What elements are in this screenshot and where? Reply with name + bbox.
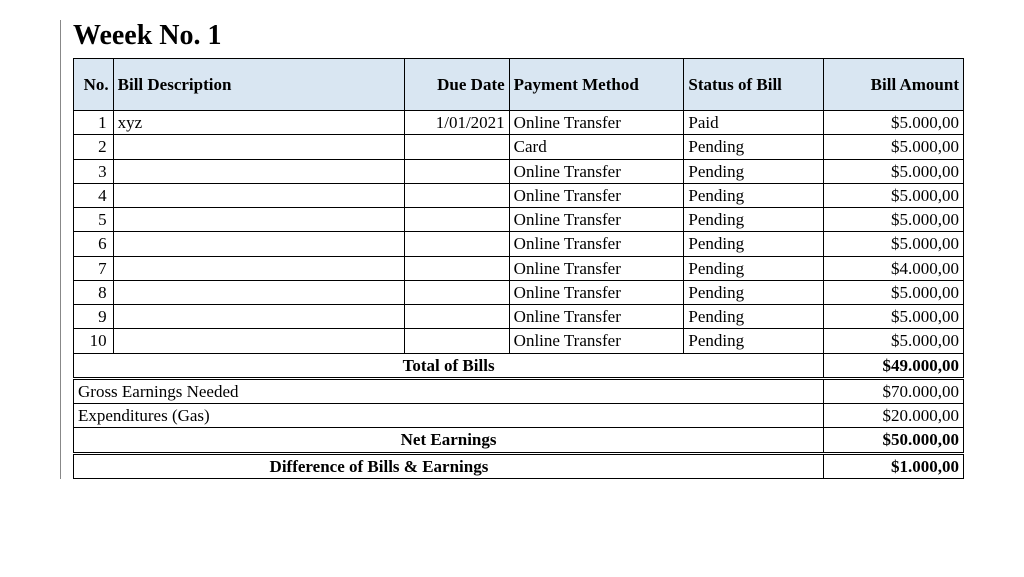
gross-amount: $70.000,00 bbox=[824, 378, 964, 403]
table-row: 9 Online TransferPending$5.000,00 bbox=[74, 305, 964, 329]
cell-desc bbox=[113, 208, 404, 232]
table-header-row: No. Bill Description Due Date Payment Me… bbox=[74, 59, 964, 111]
expend-row: Expenditures (Gas) $20.000,00 bbox=[74, 404, 964, 428]
cell-due bbox=[404, 208, 509, 232]
table-row: 10 Online TransferPending$5.000,00 bbox=[74, 329, 964, 353]
col-header-due: Due Date bbox=[404, 59, 509, 111]
diff-amount: $1.000,00 bbox=[824, 453, 964, 478]
cell-desc bbox=[113, 305, 404, 329]
cell-amount: $5.000,00 bbox=[824, 135, 964, 159]
cell-due bbox=[404, 135, 509, 159]
total-amount: $49.000,00 bbox=[824, 353, 964, 378]
table-row: 6 Online TransferPending$5.000,00 bbox=[74, 232, 964, 256]
cell-amount: $5.000,00 bbox=[824, 329, 964, 353]
cell-no: 5 bbox=[74, 208, 114, 232]
cell-no: 3 bbox=[74, 159, 114, 183]
expend-label: Expenditures (Gas) bbox=[74, 404, 824, 428]
cell-method: Online Transfer bbox=[509, 256, 684, 280]
cell-desc bbox=[113, 280, 404, 304]
table-row: 8 Online TransferPending$5.000,00 bbox=[74, 280, 964, 304]
cell-no: 2 bbox=[74, 135, 114, 159]
cell-method: Online Transfer bbox=[509, 208, 684, 232]
table-row: 7 Online TransferPending$4.000,00 bbox=[74, 256, 964, 280]
cell-no: 8 bbox=[74, 280, 114, 304]
col-header-method: Payment Method bbox=[509, 59, 684, 111]
cell-status: Paid bbox=[684, 111, 824, 135]
cell-method: Card bbox=[509, 135, 684, 159]
net-amount: $50.000,00 bbox=[824, 428, 964, 453]
cell-desc bbox=[113, 135, 404, 159]
cell-no: 6 bbox=[74, 232, 114, 256]
cell-amount: $5.000,00 bbox=[824, 183, 964, 207]
table-row: 3 Online TransferPending$5.000,00 bbox=[74, 159, 964, 183]
cell-due bbox=[404, 232, 509, 256]
gross-row: Gross Earnings Needed $70.000,00 bbox=[74, 378, 964, 403]
cell-no: 9 bbox=[74, 305, 114, 329]
cell-desc bbox=[113, 256, 404, 280]
cell-due bbox=[404, 305, 509, 329]
cell-method: Online Transfer bbox=[509, 329, 684, 353]
cell-status: Pending bbox=[684, 159, 824, 183]
cell-method: Online Transfer bbox=[509, 232, 684, 256]
cell-amount: $5.000,00 bbox=[824, 208, 964, 232]
cell-due bbox=[404, 159, 509, 183]
diff-row: Difference of Bills & Earnings $1.000,00 bbox=[74, 453, 964, 478]
cell-status: Pending bbox=[684, 280, 824, 304]
cell-no: 10 bbox=[74, 329, 114, 353]
cell-no: 7 bbox=[74, 256, 114, 280]
cell-no: 1 bbox=[74, 111, 114, 135]
col-header-status: Status of Bill bbox=[684, 59, 824, 111]
expend-amount: $20.000,00 bbox=[824, 404, 964, 428]
cell-amount: $5.000,00 bbox=[824, 232, 964, 256]
total-label: Total of Bills bbox=[74, 353, 824, 378]
cell-due bbox=[404, 329, 509, 353]
table-row: 4 Online TransferPending$5.000,00 bbox=[74, 183, 964, 207]
cell-desc bbox=[113, 329, 404, 353]
cell-amount: $5.000,00 bbox=[824, 111, 964, 135]
cell-desc bbox=[113, 232, 404, 256]
col-header-amount: Bill Amount bbox=[824, 59, 964, 111]
cell-due bbox=[404, 256, 509, 280]
cell-status: Pending bbox=[684, 256, 824, 280]
cell-due bbox=[404, 280, 509, 304]
cell-amount: $5.000,00 bbox=[824, 280, 964, 304]
cell-due bbox=[404, 183, 509, 207]
col-header-no: No. bbox=[74, 59, 114, 111]
cell-method: Online Transfer bbox=[509, 305, 684, 329]
cell-method: Online Transfer bbox=[509, 183, 684, 207]
bills-table: No. Bill Description Due Date Payment Me… bbox=[73, 58, 964, 479]
table-row: 1xyz1/01/2021Online TransferPaid$5.000,0… bbox=[74, 111, 964, 135]
cell-amount: $5.000,00 bbox=[824, 159, 964, 183]
cell-method: Online Transfer bbox=[509, 280, 684, 304]
cell-method: Online Transfer bbox=[509, 159, 684, 183]
net-row: Net Earnings $50.000,00 bbox=[74, 428, 964, 453]
net-label: Net Earnings bbox=[74, 428, 824, 453]
cell-status: Pending bbox=[684, 305, 824, 329]
diff-spacer bbox=[684, 453, 824, 478]
total-row: Total of Bills $49.000,00 bbox=[74, 353, 964, 378]
cell-amount: $5.000,00 bbox=[824, 305, 964, 329]
page-title: Weeek No. 1 bbox=[73, 20, 964, 52]
cell-desc bbox=[113, 183, 404, 207]
cell-status: Pending bbox=[684, 208, 824, 232]
table-row: 2 CardPending$5.000,00 bbox=[74, 135, 964, 159]
diff-label: Difference of Bills & Earnings bbox=[74, 453, 684, 478]
cell-no: 4 bbox=[74, 183, 114, 207]
cell-status: Pending bbox=[684, 329, 824, 353]
table-row: 5 Online TransferPending$5.000,00 bbox=[74, 208, 964, 232]
cell-amount: $4.000,00 bbox=[824, 256, 964, 280]
cell-desc: xyz bbox=[113, 111, 404, 135]
col-header-desc: Bill Description bbox=[113, 59, 404, 111]
cell-due: 1/01/2021 bbox=[404, 111, 509, 135]
cell-status: Pending bbox=[684, 232, 824, 256]
gross-label: Gross Earnings Needed bbox=[74, 378, 824, 403]
cell-method: Online Transfer bbox=[509, 111, 684, 135]
cell-desc bbox=[113, 159, 404, 183]
cell-status: Pending bbox=[684, 183, 824, 207]
cell-status: Pending bbox=[684, 135, 824, 159]
